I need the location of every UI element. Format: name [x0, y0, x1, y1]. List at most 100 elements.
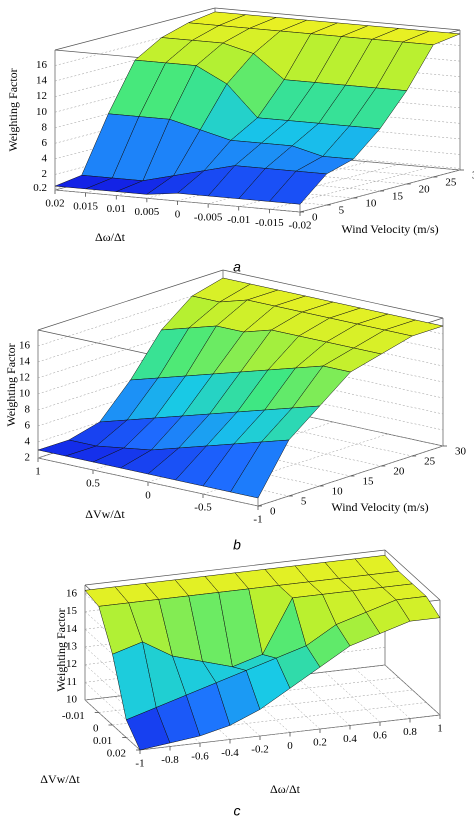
- u-tick-label: 0.005: [135, 206, 160, 218]
- w-axis-label: Δω/Δt: [270, 782, 301, 796]
- z-tick-label: 16: [36, 59, 48, 71]
- w-tick-label: 25: [445, 177, 457, 189]
- u-tick-label: -0.8: [161, 754, 179, 766]
- w-tick-label: 0: [312, 212, 318, 224]
- z-tick-label: 14: [36, 75, 48, 87]
- w-tick-label: 0: [93, 723, 99, 735]
- surface-cell: [268, 170, 328, 205]
- u-tick-label: 0.01: [107, 203, 126, 215]
- grid-line: [384, 664, 441, 716]
- w-tick-label: 10: [332, 486, 344, 498]
- u-tick-label: -0.4: [221, 747, 239, 759]
- z-axis-label: Weighting Factor: [6, 68, 20, 151]
- grid-line: [37, 301, 224, 363]
- u-tick-label: -0.6: [191, 751, 209, 763]
- z-tick-label: 16: [66, 587, 78, 599]
- box-edge: [84, 549, 386, 586]
- w-tick-label: 30: [472, 170, 474, 182]
- z-tick-label: 8: [42, 121, 48, 133]
- z-tick-label: 14: [19, 356, 31, 368]
- u-tick-label: -0.01: [227, 214, 250, 226]
- u-tick-label: -0.2: [251, 744, 268, 756]
- z-tick-label: 6: [25, 420, 31, 432]
- u-axis-label: ΔVw/Δt: [40, 772, 80, 786]
- grid-line: [269, 167, 430, 210]
- z-tick-label: 4: [25, 436, 31, 448]
- z-tick-label: 0.2: [33, 182, 47, 194]
- w-tick-label: 20: [419, 184, 431, 196]
- w-axis-label: Wind Velocity (m/s): [341, 222, 438, 236]
- w-tick-label: 0.02: [107, 748, 126, 760]
- z-tick-label: 12: [19, 372, 30, 384]
- u-tick-label: 0.015: [73, 200, 98, 212]
- w-tick-label: 20: [393, 466, 405, 478]
- surface-plot: 2 4 6 8 10 12 14 16 1 0.5 0 -0.5 -1 0 5 10 15 20 25 30 Weigh…: [4, 269, 467, 553]
- w-tick-label: 10: [365, 198, 377, 210]
- w-tick-label: 5: [339, 205, 345, 217]
- box-edge: [222, 269, 444, 319]
- z-tick-label: 15: [66, 605, 78, 617]
- z-tick-label: 2: [25, 452, 31, 464]
- u-tick-label: 1: [35, 466, 41, 478]
- box-edge: [54, 7, 216, 51]
- z-tick-label: 10: [19, 388, 31, 400]
- u-tick-label: 0: [175, 209, 181, 221]
- z-tick-label: 16: [19, 340, 31, 352]
- box-edge: [37, 269, 224, 331]
- surface-cell: [395, 596, 441, 622]
- u-tick-label: 0: [287, 740, 293, 752]
- u-tick-label: 0.4: [343, 733, 357, 745]
- grid-line: [294, 675, 351, 726]
- u-tick-label: -1: [253, 514, 262, 526]
- w-tick-label: 5: [301, 496, 307, 508]
- box-edge: [384, 549, 441, 601]
- z-tick-label: 2: [42, 168, 48, 180]
- z-tick-label: 10: [66, 694, 78, 706]
- grid-line: [54, 189, 301, 213]
- u-tick-label: 0.2: [313, 737, 327, 749]
- panel-label: b: [233, 537, 241, 553]
- w-tick-label: 0.01: [93, 735, 112, 747]
- z-tick-label: 8: [25, 404, 31, 416]
- z-tick-label: 6: [42, 137, 48, 149]
- z-tick-label: 13: [66, 640, 78, 652]
- z-tick-label: 10: [36, 106, 48, 118]
- u-tick-label: 0.8: [403, 726, 417, 738]
- z-axis-label: Weighting Factor: [54, 608, 68, 691]
- box-edge: [214, 7, 461, 31]
- z-tick-label: 4: [42, 152, 48, 164]
- u-tick-label: 0.5: [86, 478, 100, 490]
- w-tick-label: 25: [424, 456, 436, 468]
- u-tick-label: 1: [437, 723, 443, 735]
- w-axis-label: Wind Velocity (m/s): [331, 500, 428, 514]
- u-tick-label: -0.015: [255, 217, 284, 229]
- u-axis-label: ΔVw/Δt: [85, 507, 125, 521]
- z-tick-label: 11: [66, 676, 77, 688]
- z-tick-label: 12: [66, 658, 77, 670]
- z-tick-label: 12: [36, 90, 47, 102]
- grid-line: [354, 668, 411, 719]
- w-tick-label: 30: [455, 446, 467, 458]
- grid-line: [37, 457, 259, 507]
- u-tick-label: 0: [145, 490, 151, 502]
- w-tick-label: -0.01: [62, 710, 85, 722]
- w-tick-label: 0: [270, 506, 276, 518]
- u-axis-label: Δω/Δt: [95, 230, 126, 244]
- grid-line: [37, 333, 224, 395]
- u-tick-label: 0.02: [45, 198, 64, 210]
- grid-line: [37, 317, 224, 379]
- u-tick-label: -1: [135, 758, 144, 770]
- w-tick-label: 15: [392, 191, 404, 203]
- surface-cell: [230, 439, 290, 499]
- panel-label: a: [233, 259, 241, 275]
- z-axis-label: Weighting Factor: [4, 343, 18, 426]
- surface-plot: 0.2 2 4 6 8 10 12 14 16 0.02 0.015 0.01 0.005 0 -0.005…: [6, 7, 474, 275]
- z-tick-label: 14: [66, 623, 78, 635]
- panel-label: c: [234, 803, 241, 819]
- u-tick-label: 0.6: [373, 730, 387, 742]
- u-tick-label: -0.02: [289, 220, 312, 232]
- grid-line: [37, 285, 224, 347]
